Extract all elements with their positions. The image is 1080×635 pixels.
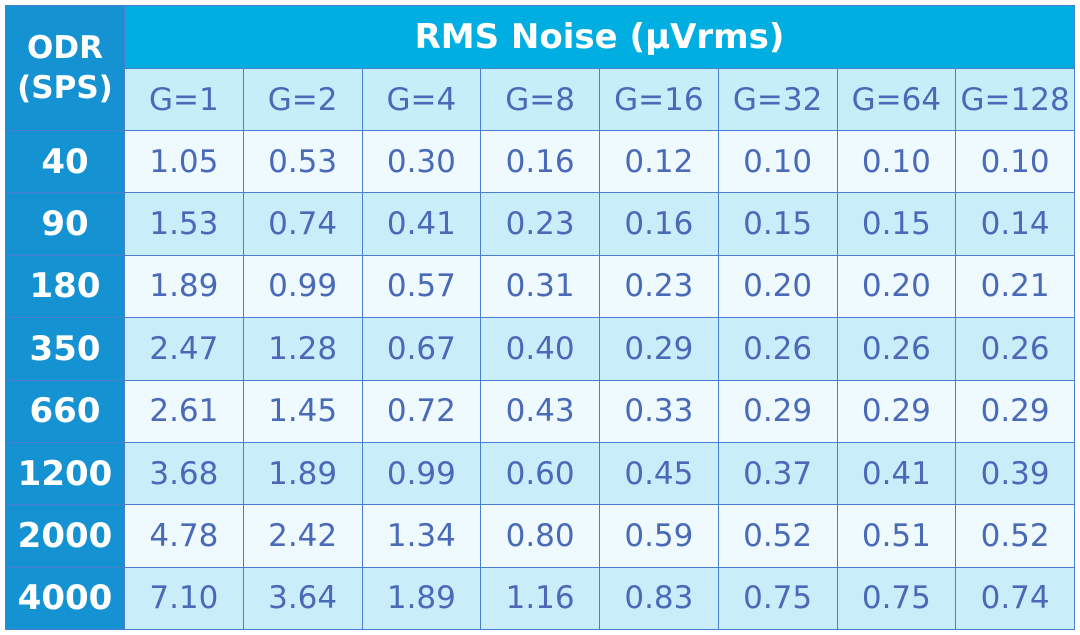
cell: 0.99: [242, 254, 363, 319]
row-header: 2000: [5, 504, 125, 568]
cell: 0.30: [361, 129, 482, 194]
data-row: 660 2.61 1.45 0.72 0.43 0.33 0.29 0.29 0.29: [5, 379, 1075, 443]
cell: 0.43: [480, 379, 600, 443]
cell: 1.05: [124, 129, 244, 194]
column-header: G=2: [242, 68, 363, 131]
cell: 0.20: [717, 254, 838, 319]
cell: 0.10: [955, 129, 1075, 194]
data-row: 1200 3.68 1.89 0.99 0.60 0.45 0.37 0.41 0.39: [5, 441, 1075, 506]
cell: 0.74: [242, 192, 363, 256]
column-header: G=8: [480, 68, 600, 131]
row-header: 90: [5, 192, 125, 256]
data-row: 40 1.05 0.53 0.30 0.16 0.12 0.10 0.10 0.10: [5, 129, 1075, 194]
data-row: 2000 4.78 2.42 1.34 0.80 0.59 0.52 0.51 0.52: [5, 504, 1075, 568]
corner-header: ODR (SPS): [5, 5, 125, 131]
cell: 0.21: [955, 254, 1075, 319]
cell: 0.14: [955, 192, 1075, 256]
cell: 0.15: [717, 192, 838, 256]
cell: 0.26: [717, 317, 838, 381]
cell: 0.16: [599, 192, 719, 256]
cell: 0.29: [717, 379, 838, 443]
cell: 1.89: [124, 254, 244, 319]
cell: 1.89: [242, 441, 363, 506]
cell: 1.45: [242, 379, 363, 443]
data-row: 90 1.53 0.74 0.41 0.23 0.16 0.15 0.15 0.14: [5, 192, 1075, 256]
cell: 0.26: [836, 317, 957, 381]
cell: 2.47: [124, 317, 244, 381]
cell: 0.45: [599, 441, 719, 506]
cell: 4.78: [124, 504, 244, 568]
cell: 0.12: [599, 129, 719, 194]
cell: 0.67: [361, 317, 482, 381]
cell: 0.39: [955, 441, 1075, 506]
cell: 0.75: [717, 566, 838, 631]
cell: 0.10: [836, 129, 957, 194]
cell: 0.52: [955, 504, 1075, 568]
cell: 0.74: [955, 566, 1075, 631]
cell: 0.75: [836, 566, 957, 631]
row-header: 350: [5, 317, 125, 381]
cell: 0.60: [480, 441, 600, 506]
row-header: 4000: [5, 566, 125, 631]
cell: 0.83: [599, 566, 719, 631]
column-header: G=32: [717, 68, 838, 131]
cell: 0.29: [836, 379, 957, 443]
cell: 3.64: [242, 566, 363, 631]
cell: 7.10: [124, 566, 244, 631]
cell: 0.29: [599, 317, 719, 381]
cell: 1.16: [480, 566, 600, 631]
row-header: 660: [5, 379, 125, 443]
cell: 0.52: [717, 504, 838, 568]
cell: 0.40: [480, 317, 600, 381]
noise-table: ODR (SPS) RMS Noise (μVrms) G=1 G=2 G=4 G=8…: [5, 5, 1075, 631]
cell: 0.23: [599, 254, 719, 319]
cell: 0.51: [836, 504, 957, 568]
cell: 0.57: [361, 254, 482, 319]
cell: 0.20: [836, 254, 957, 319]
cell: 0.33: [599, 379, 719, 443]
cell: 0.10: [717, 129, 838, 194]
cell: 0.80: [480, 504, 600, 568]
column-header: G=16: [599, 68, 719, 131]
cell: 3.68: [124, 441, 244, 506]
column-header: G=1: [124, 68, 244, 131]
row-header: 40: [5, 129, 125, 194]
cell: 0.23: [480, 192, 600, 256]
cell: 0.53: [242, 129, 363, 194]
cell: 1.89: [361, 566, 482, 631]
column-header-row: G=1 G=2 G=4 G=8 G=16 G=32 G=64 G=128: [6, 68, 1075, 131]
title-row: ODR (SPS) RMS Noise (μVrms): [5, 5, 1075, 131]
data-row: 180 1.89 0.99 0.57 0.31 0.23 0.20 0.20 0.21: [5, 254, 1075, 319]
cell: 2.42: [242, 504, 363, 568]
cell: 0.16: [480, 129, 600, 194]
data-row: 350 2.47 1.28 0.67 0.40 0.29 0.26 0.26 0.26: [5, 317, 1075, 381]
cell: 2.61: [124, 379, 244, 443]
cell: 0.31: [480, 254, 600, 319]
cell: 0.59: [599, 504, 719, 568]
cell: 1.34: [361, 504, 482, 568]
cell: 1.53: [124, 192, 244, 256]
cell: 0.26: [955, 317, 1075, 381]
column-header: G=128: [955, 68, 1075, 131]
row-header: 180: [5, 254, 125, 319]
cell: 0.41: [836, 441, 957, 506]
row-header: 1200: [5, 441, 125, 506]
cell: 0.29: [955, 379, 1075, 443]
cell: 0.37: [717, 441, 838, 506]
cell: 0.72: [361, 379, 482, 443]
table-title: RMS Noise (μVrms): [124, 5, 1075, 69]
column-header: G=64: [836, 68, 957, 131]
cell: 0.15: [836, 192, 957, 256]
data-row: 4000 7.10 3.64 1.89 1.16 0.83 0.75 0.75 0.74: [5, 566, 1075, 631]
cell: 1.28: [242, 317, 363, 381]
cell: 0.41: [361, 192, 482, 256]
column-header: G=4: [361, 68, 482, 131]
cell: 0.99: [361, 441, 482, 506]
